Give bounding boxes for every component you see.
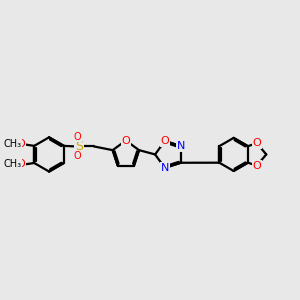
Text: O: O [252,161,261,171]
Text: S: S [75,140,83,153]
Text: O: O [160,136,169,146]
Text: O: O [252,138,261,148]
Text: O: O [74,151,81,161]
Text: O: O [122,136,130,146]
Text: CH₃: CH₃ [3,160,21,170]
Text: O: O [16,160,25,170]
Text: CH₃: CH₃ [3,140,21,149]
Text: N: N [176,141,185,151]
Text: N: N [161,163,169,173]
Text: O: O [16,140,25,149]
Text: O: O [74,132,81,142]
